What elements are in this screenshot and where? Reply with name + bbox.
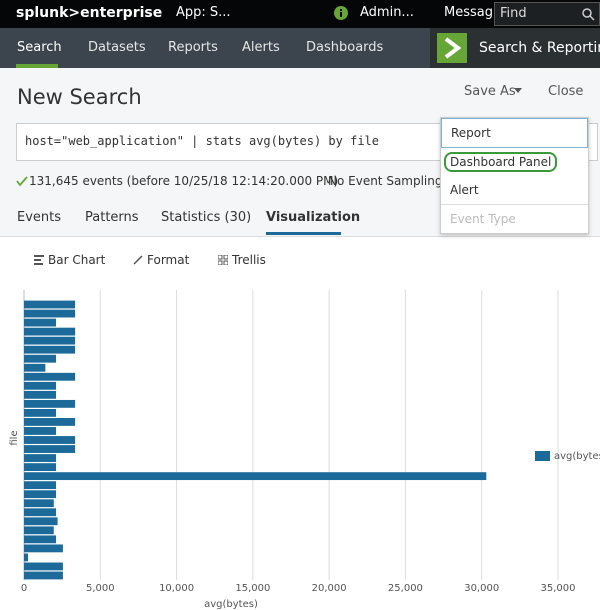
bar xyxy=(24,571,63,580)
x-tick-label: 35,000 xyxy=(541,583,576,594)
toolbar-item[interactable]: Format xyxy=(147,253,190,267)
search-icon xyxy=(582,8,595,21)
x-tick-label: 15,000 xyxy=(235,583,270,594)
bar xyxy=(24,318,57,327)
bar xyxy=(24,345,76,354)
active-underline xyxy=(16,64,58,68)
save-as-dropdown: Report Dashboard Panel Alert Event Type xyxy=(440,117,589,234)
bar xyxy=(24,309,76,318)
bar xyxy=(24,427,57,435)
nav-item[interactable]: Dashboards xyxy=(306,40,384,55)
nav-item[interactable]: Search xyxy=(17,40,62,55)
find-placeholder: Find xyxy=(500,6,527,21)
search-query: host="web_application" | stats avg(bytes… xyxy=(25,134,380,148)
x-tick-label: 10,000 xyxy=(159,583,194,594)
bar xyxy=(24,481,57,490)
find-box[interactable]: Find xyxy=(494,2,600,26)
bar xyxy=(24,553,28,562)
admin-menu[interactable]: Admin... xyxy=(360,5,414,20)
app-title: Search & Reportin xyxy=(479,40,600,56)
bar xyxy=(24,390,57,399)
event-count: 131,645 events (before 10/25/18 12:14:20… xyxy=(29,174,339,188)
bar xyxy=(24,327,76,336)
dropdown-item[interactable]: Dashboard Panel xyxy=(441,148,588,176)
nav-item[interactable]: Alerts xyxy=(242,40,280,55)
bar xyxy=(24,490,57,499)
toolbar-item[interactable]: Bar Chart xyxy=(48,253,106,267)
legend-swatch xyxy=(535,451,550,461)
tab[interactable]: Visualization xyxy=(266,210,361,225)
x-tick-label: 30,000 xyxy=(464,583,499,594)
toolbar-item[interactable]: Trellis xyxy=(232,253,266,267)
bar xyxy=(24,445,76,453)
bar xyxy=(24,463,57,472)
active-tab-underline xyxy=(266,232,341,235)
bar xyxy=(24,472,487,481)
bar xyxy=(24,526,54,535)
chart: 0 5,000 10,000 15,000 20,000 25,000 30,000 35,0… xyxy=(9,290,600,610)
x-axis-label: avg(bytes) xyxy=(204,599,258,610)
messages-menu[interactable]: Messag xyxy=(444,5,493,20)
bar xyxy=(24,508,57,517)
bar xyxy=(24,454,57,462)
bar-icon xyxy=(34,255,44,265)
app-title-area: Search & Reportin xyxy=(430,28,600,68)
bar xyxy=(24,408,57,417)
x-tick-label: 0 xyxy=(21,583,27,594)
bar xyxy=(24,499,54,508)
close[interactable]: Close xyxy=(548,84,584,99)
x-tick-label: 20,000 xyxy=(312,583,347,594)
nav-item[interactable]: Reports xyxy=(168,40,218,55)
bar xyxy=(24,381,57,390)
bar xyxy=(24,418,76,426)
dropdown-item: Event Type xyxy=(441,204,588,233)
app-menu[interactable]: App: S... xyxy=(176,5,231,20)
x-tick-label: 5,000 xyxy=(86,583,115,594)
page-title: New Search xyxy=(17,85,142,109)
bar xyxy=(24,436,76,444)
bar xyxy=(24,562,63,571)
bar xyxy=(24,300,76,309)
nav-bar: Search Datasets Reports Alerts Dashboard… xyxy=(0,28,600,68)
y-axis-label: file xyxy=(9,430,20,445)
app-logo xyxy=(437,33,467,63)
top-bar: splunk>enterprise App: S... Admin... Mes… xyxy=(0,0,600,28)
save-as[interactable]: Save As xyxy=(464,84,516,99)
bar xyxy=(24,372,76,381)
format-icon xyxy=(133,255,143,265)
bar xyxy=(24,544,63,553)
dropdown-item-label: Dashboard Panel xyxy=(444,152,558,172)
dropdown-item[interactable]: Report xyxy=(441,118,588,148)
divider xyxy=(0,236,600,237)
check-icon xyxy=(16,176,28,187)
tab[interactable]: Events xyxy=(17,210,62,225)
tab[interactable]: Statistics (30) xyxy=(161,210,252,225)
tab[interactable]: Patterns xyxy=(85,210,139,225)
logo: splunk>enterprise xyxy=(16,5,163,21)
bar xyxy=(24,399,76,408)
dropdown-item[interactable]: Alert xyxy=(450,183,479,197)
bar xyxy=(24,363,46,372)
nav-item[interactable]: Datasets xyxy=(88,40,146,55)
x-tick-label: 25,000 xyxy=(388,583,423,594)
sampling[interactable]: No Event Sampling xyxy=(328,174,443,188)
bar xyxy=(24,336,76,345)
trellis-icon xyxy=(218,255,228,265)
bar xyxy=(24,354,57,363)
bar xyxy=(24,535,57,544)
caret xyxy=(514,88,522,93)
info-icon xyxy=(334,6,348,20)
legend-label: avg(bytes xyxy=(554,451,600,462)
bar xyxy=(24,517,58,526)
